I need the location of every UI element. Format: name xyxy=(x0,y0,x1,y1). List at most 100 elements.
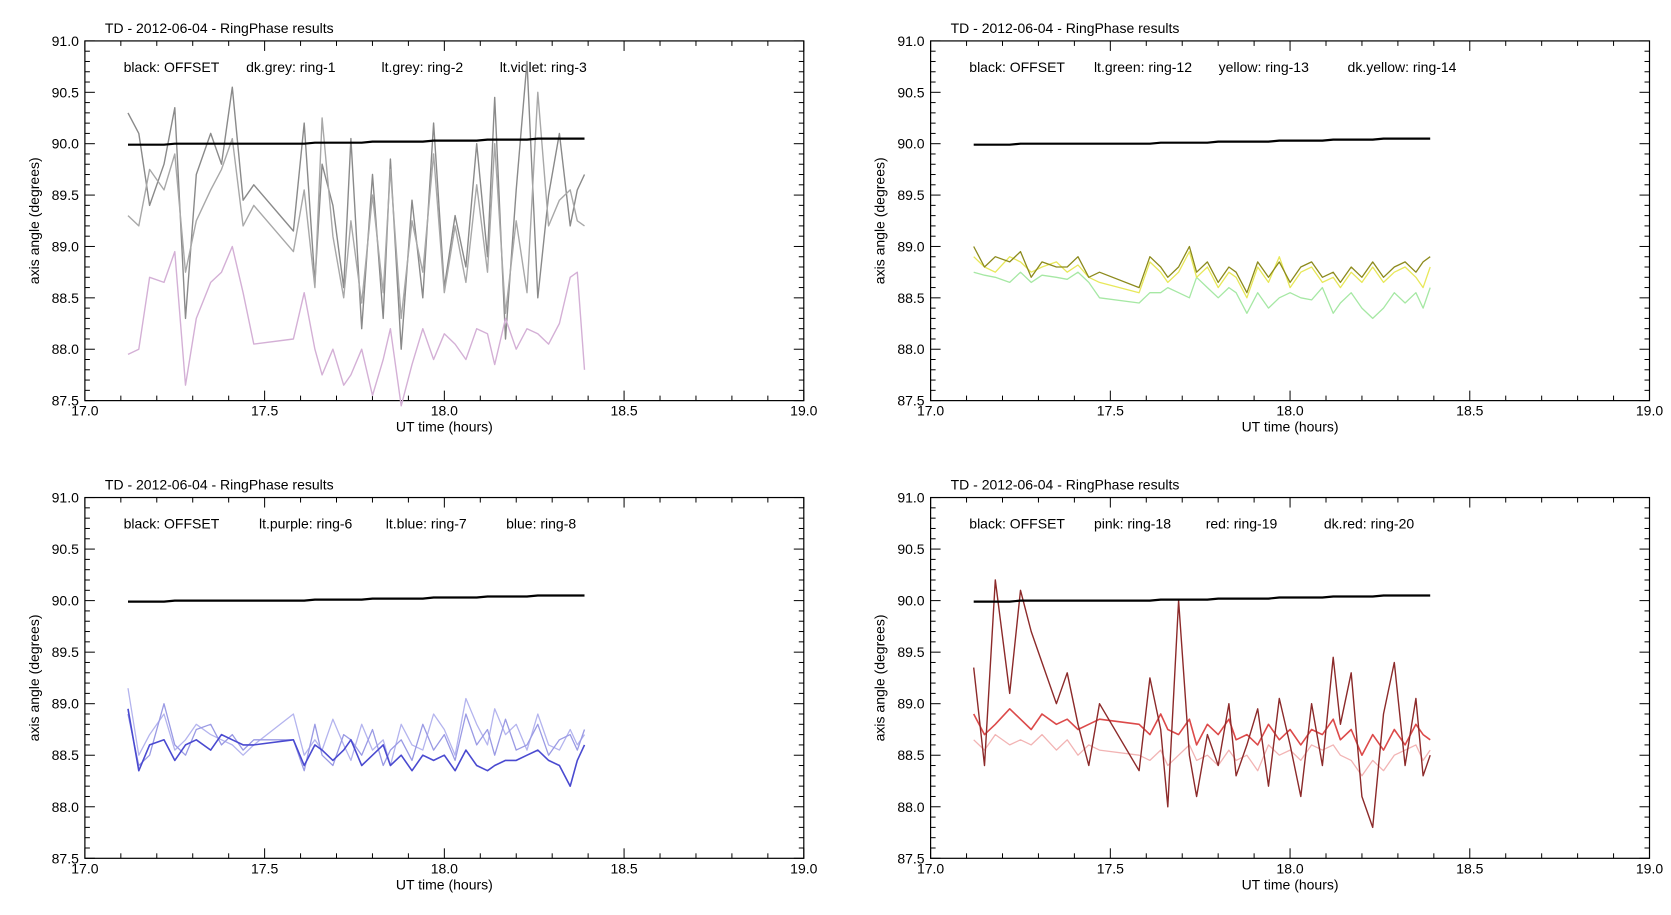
y-tick-label: 90.5 xyxy=(897,84,924,100)
y-tick-label: 91.0 xyxy=(897,490,924,506)
series-line-3 xyxy=(127,708,586,788)
x-tick-label: 18.5 xyxy=(610,403,637,419)
x-tick-label: 19.0 xyxy=(790,403,817,419)
y-axis-label: axis angle (degrees) xyxy=(26,157,42,284)
y-tick-label: 89.0 xyxy=(897,238,924,254)
y-tick-label: 87.5 xyxy=(52,393,79,409)
x-tick-label: 18.5 xyxy=(1456,403,1483,419)
y-tick-label: 88.5 xyxy=(52,290,79,306)
legend-entry: lt.blue: ring-7 xyxy=(386,516,467,532)
series-line-1 xyxy=(127,688,586,767)
y-tick-label: 90.5 xyxy=(897,541,924,557)
y-tick-label: 88.5 xyxy=(52,747,79,763)
y-tick-label: 89.5 xyxy=(897,187,924,203)
y-axis-label: axis angle (degrees) xyxy=(26,614,42,741)
y-tick-label: 90.0 xyxy=(52,593,79,609)
series-line-1 xyxy=(127,60,586,350)
x-tick-label: 17.0 xyxy=(917,860,944,876)
x-axis-label: UT time (hours) xyxy=(1242,876,1339,892)
x-tick-label: 18.5 xyxy=(1456,860,1483,876)
y-tick-label: 89.0 xyxy=(897,696,924,712)
y-tick-label: 91.0 xyxy=(52,490,79,506)
legend-entry: red: ring-19 xyxy=(1206,516,1278,532)
y-tick-label: 90.0 xyxy=(897,136,924,152)
chart-title: TD - 2012-06-04 - RingPhase results xyxy=(951,20,1180,36)
x-tick-label: 18.0 xyxy=(1276,860,1303,876)
legend-entry: lt.green: ring-12 xyxy=(1094,59,1192,75)
x-tick-label: 17.0 xyxy=(71,860,98,876)
y-axis-label: axis angle (degrees) xyxy=(872,157,888,284)
chart-title: TD - 2012-06-04 - RingPhase results xyxy=(105,20,334,36)
x-tick-label: 17.5 xyxy=(1097,403,1124,419)
legend-entry: lt.purple: ring-6 xyxy=(259,516,353,532)
x-axis-label: UT time (hours) xyxy=(396,876,493,892)
chart-panel-2: 17.0 17.5 18.0 18.5 19.0 87.5 88.0 88.5 89.0 89.5… xyxy=(872,20,1664,435)
y-tick-label: 89.0 xyxy=(52,238,79,254)
y-tick-label: 88.0 xyxy=(897,341,924,357)
y-tick-label: 87.5 xyxy=(897,393,924,409)
series-line-2 xyxy=(127,703,586,772)
legend-entry: black: OFFSET xyxy=(124,516,220,532)
series-line-offset xyxy=(973,594,1431,603)
y-tick-label: 90.5 xyxy=(52,541,79,557)
plot-frame xyxy=(930,40,1651,402)
x-tick-label: 18.0 xyxy=(431,403,458,419)
x-tick-label: 17.5 xyxy=(251,403,278,419)
legend-entry: black: OFFSET xyxy=(969,59,1065,75)
y-tick-label: 88.5 xyxy=(897,290,924,306)
series-line-offset xyxy=(128,137,585,146)
y-tick-label: 90.5 xyxy=(52,84,79,100)
x-tick-label: 17.0 xyxy=(71,403,98,419)
y-axis-label: axis angle (degrees) xyxy=(872,614,888,741)
legend-entry: dk.red: ring-20 xyxy=(1324,516,1414,532)
y-tick-label: 90.0 xyxy=(897,593,924,609)
y-tick-label: 88.5 xyxy=(897,747,924,763)
series-line-2 xyxy=(972,707,1431,757)
legend-entry: lt.violet: ring-3 xyxy=(500,59,587,75)
series-line-1 xyxy=(973,733,1431,777)
legend-entry: dk.yellow: ring-14 xyxy=(1348,59,1457,75)
x-axis-label: UT time (hours) xyxy=(1242,419,1339,435)
x-tick-label: 17.5 xyxy=(1097,860,1124,876)
y-tick-label: 89.5 xyxy=(897,644,924,660)
x-tick-label: 18.5 xyxy=(610,860,637,876)
series-line-3 xyxy=(127,245,586,407)
y-tick-label: 89.5 xyxy=(52,644,79,660)
plot-frame xyxy=(84,496,805,859)
y-tick-label: 87.5 xyxy=(52,850,79,866)
chart-title: TD - 2012-06-04 - RingPhase results xyxy=(951,477,1180,493)
series-line-offset xyxy=(128,594,585,603)
y-tick-label: 89.5 xyxy=(52,187,79,203)
legend-entry: blue: ring-8 xyxy=(506,516,576,532)
y-tick-label: 90.0 xyxy=(52,136,79,152)
chart-panel-4: 17.0 17.5 18.0 18.5 19.0 87.5 88.0 88.5 89.0 89.5… xyxy=(872,477,1664,893)
series-line-2 xyxy=(127,91,585,320)
series-line-3 xyxy=(973,579,1431,829)
y-tick-label: 91.0 xyxy=(52,33,79,49)
x-axis-label: UT time (hours) xyxy=(396,419,493,435)
legend-entry: yellow: ring-13 xyxy=(1219,59,1309,75)
series-line-1 xyxy=(973,271,1431,320)
chart-title: TD - 2012-06-04 - RingPhase results xyxy=(105,477,334,493)
x-tick-label: 18.0 xyxy=(1276,403,1303,419)
legend-entry: black: OFFSET xyxy=(124,59,220,75)
y-tick-label: 88.0 xyxy=(52,341,79,357)
series-line-3 xyxy=(973,245,1431,294)
legend-entry: dk.grey: ring-1 xyxy=(246,59,336,75)
y-tick-label: 91.0 xyxy=(897,33,924,49)
y-tick-label: 89.0 xyxy=(52,696,79,712)
series-line-offset xyxy=(973,137,1431,146)
x-tick-label: 18.0 xyxy=(431,860,458,876)
y-tick-label: 87.5 xyxy=(897,850,924,866)
legend-entry: lt.grey: ring-2 xyxy=(381,59,463,75)
x-tick-label: 19.0 xyxy=(1636,403,1663,419)
y-tick-label: 88.0 xyxy=(52,799,79,815)
x-tick-label: 17.5 xyxy=(251,860,278,876)
plot-frame xyxy=(930,496,1651,859)
legend-entry: black: OFFSET xyxy=(969,516,1065,532)
y-tick-label: 88.0 xyxy=(897,799,924,815)
legend-entry: pink: ring-18 xyxy=(1094,516,1171,532)
x-tick-label: 19.0 xyxy=(1636,860,1663,876)
